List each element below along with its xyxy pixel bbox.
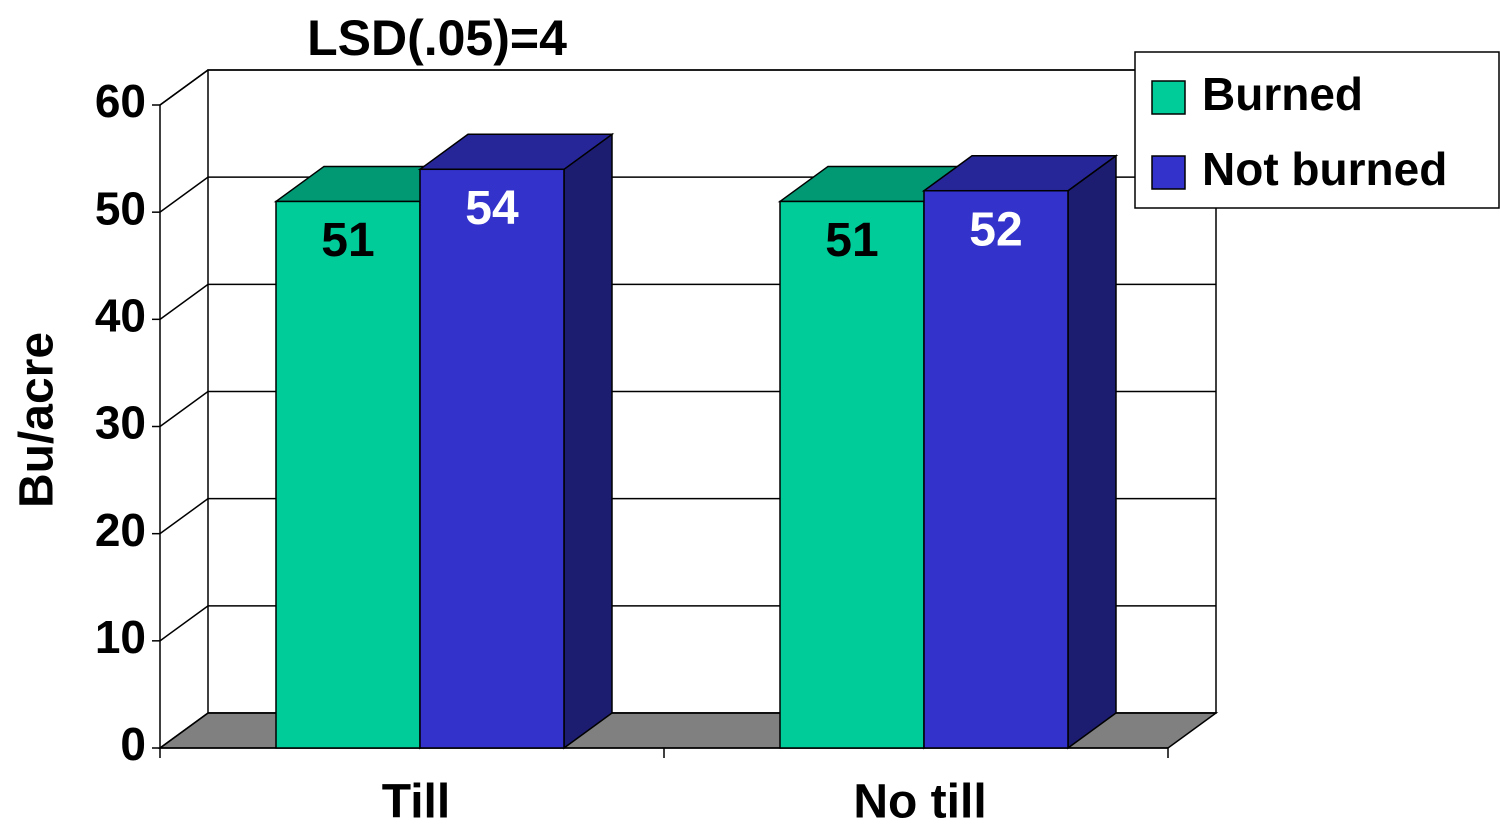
y-tick-label: 60 <box>95 75 146 127</box>
y-tick-label: 20 <box>95 504 146 556</box>
y-axis-label: Bu/acre <box>11 332 64 508</box>
bar-side <box>563 132 613 750</box>
bar <box>275 200 421 749</box>
y-tick-label: 50 <box>95 182 146 234</box>
bar <box>419 168 565 749</box>
y-tick-label: 10 <box>95 611 146 663</box>
bar-side <box>1067 154 1117 750</box>
legend-label: Not burned <box>1202 143 1447 195</box>
value-label: 54 <box>465 182 519 235</box>
bar <box>923 189 1069 749</box>
value-label: 51 <box>825 214 878 267</box>
x-tick-label: No till <box>853 776 986 829</box>
grid-line <box>159 69 1216 106</box>
legend-label: Burned <box>1202 68 1363 120</box>
bar <box>779 200 925 749</box>
legend-swatch <box>1151 155 1186 190</box>
y-tick-label: 40 <box>95 289 146 341</box>
x-tick-label: Till <box>382 776 450 829</box>
value-label: 51 <box>321 214 374 267</box>
legend-box <box>1134 51 1500 209</box>
bar-group: 52 <box>921 154 1119 750</box>
legend: Burned Not burned <box>1134 51 1500 209</box>
chart-title: LSD(.05)=4 <box>307 10 567 66</box>
y-tick-label: 30 <box>95 397 146 449</box>
value-label: 52 <box>969 203 1022 256</box>
bar-group: 54 <box>417 132 615 750</box>
legend-swatch <box>1151 80 1186 115</box>
y-tick-label: 0 <box>120 718 146 770</box>
